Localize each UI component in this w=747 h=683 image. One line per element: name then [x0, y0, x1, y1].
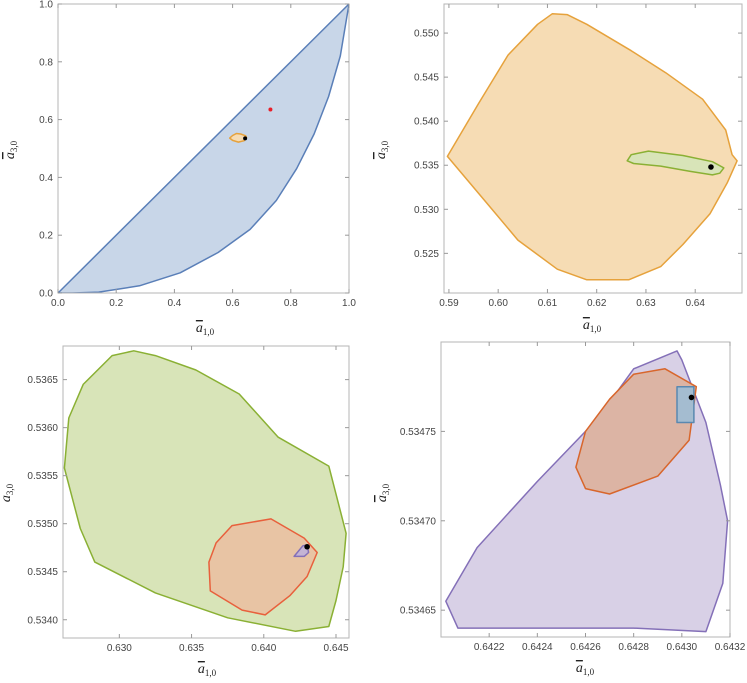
y-tick-label: 0.5365	[27, 375, 58, 386]
panel-top-left: 0.0 0.2 0.4 0.6 0.8 1.0 0.0 0.2 0.4 0.6 0.8 1.0 a1,0…	[3, 0, 356, 337]
x-tick-label: 0.6	[226, 298, 240, 309]
y-tick-label: 0.530	[414, 205, 439, 216]
x-tick-label: 0.2	[109, 298, 123, 309]
blue-region	[58, 4, 349, 293]
plot-frame	[57, 3, 350, 294]
x-tick-label: 0.645	[323, 643, 348, 654]
x-axis-label: a1,0	[583, 318, 602, 334]
y-tick-label: 0.5345	[27, 567, 58, 578]
black-point	[708, 164, 714, 170]
x-tick-label: 0.6422	[474, 642, 505, 653]
y-tick-label: 0.550	[414, 29, 439, 40]
x-tick-label: 0.62	[587, 298, 607, 309]
x-tick-label: 0.60	[488, 298, 508, 309]
x-tick-label: 0.640	[251, 643, 276, 654]
x-tick-label: 0.6424	[522, 642, 553, 653]
red-region	[208, 518, 318, 616]
x-tick-label: 0.64	[685, 298, 705, 309]
blue-region	[676, 385, 695, 424]
x-axis-label: a1,0	[196, 321, 215, 337]
black-point	[304, 543, 310, 550]
x-tick-label: 0.61	[538, 298, 558, 309]
panel-top-right: 0.59 0.60 0.61 0.62 0.63 0.64 0.525 0.530 0.535 0…	[374, 3, 743, 334]
y-tick-label: 0.6	[39, 115, 53, 126]
y-tick-label: 0.53470	[400, 516, 437, 527]
y-axis-label: a3,0	[0, 483, 15, 502]
x-tick-label: 0.0	[51, 298, 65, 309]
y-axis-label: a3,0	[3, 140, 19, 159]
x-tick-label: 0.6426	[570, 642, 601, 653]
x-tick-label: 0.6430	[667, 642, 698, 653]
y-tick-label: 0.2	[39, 231, 53, 242]
panel-bottom-left: 0.630 0.635 0.640 0.645 0.5340 0.5345 0.5350 0.…	[0, 345, 350, 678]
y-tick-label: 0.540	[414, 117, 439, 128]
x-tick-label: 0.8	[284, 298, 298, 309]
x-axis-label: a1,0	[198, 662, 217, 678]
panel-bottom-right: 0.6422 0.6424 0.6426 0.6428 0.6430 0.6432 0.53…	[375, 341, 746, 677]
y-tick-label: 0.5340	[27, 615, 58, 626]
black-point	[688, 394, 695, 401]
x-tick-label: 0.6428	[618, 642, 649, 653]
y-tick-label: 0.5355	[27, 471, 58, 482]
green-region	[626, 150, 725, 176]
y-tick-label: 0.53475	[400, 427, 437, 438]
plot-frame	[62, 345, 350, 639]
black-point	[243, 136, 248, 141]
y-tick-label: 0.525	[414, 249, 439, 260]
y-tick-label: 0.8	[39, 57, 53, 68]
x-tick-label: 0.630	[107, 643, 132, 654]
x-tick-label: 1.0	[342, 298, 356, 309]
y-tick-label: 0.4	[39, 173, 53, 184]
y-tick-label: 1.0	[39, 0, 53, 11]
y-tick-label: 0.5350	[27, 519, 58, 530]
y-tick-label: 0.53465	[400, 606, 437, 617]
x-tick-label: 0.635	[179, 643, 204, 654]
red-point	[268, 107, 273, 112]
x-tick-label: 0.4	[167, 298, 181, 309]
red-region	[575, 368, 698, 495]
x-tick-label: 0.59	[439, 298, 459, 309]
x-tick-label: 0.63	[636, 298, 656, 309]
x-axis-label: a1,0	[576, 661, 595, 677]
y-tick-label: 0.535	[414, 161, 439, 172]
y-tick-label: 0.545	[414, 73, 439, 84]
x-tick-label: 0.6432	[715, 642, 746, 653]
orange-region	[446, 12, 738, 281]
y-axis-label: a3,0	[374, 140, 390, 159]
y-axis-label: a3,0	[375, 483, 391, 502]
y-tick-label: 0.0	[39, 289, 53, 300]
y-tick-label: 0.5360	[27, 423, 58, 434]
plot-frame	[443, 3, 743, 294]
